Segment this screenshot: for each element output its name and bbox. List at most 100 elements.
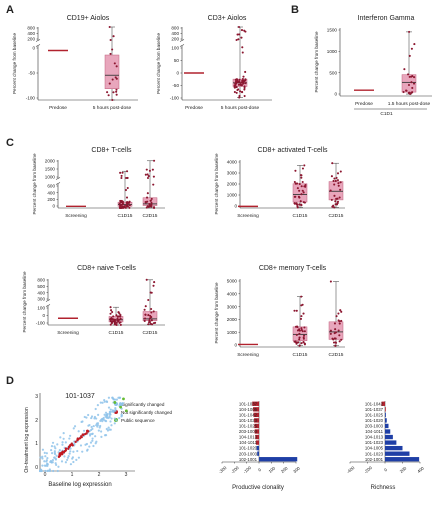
data-point [128, 204, 131, 207]
data-point [115, 93, 118, 96]
scatter-point-significant [41, 455, 44, 458]
data-point [334, 344, 337, 347]
data-point [303, 334, 306, 337]
scatter-point-significant [91, 439, 94, 442]
data-point [410, 81, 413, 84]
data-point [120, 174, 123, 177]
scatter-point-significant [94, 435, 97, 438]
y-tick-label: 500 [37, 284, 45, 289]
data-point [118, 202, 121, 205]
y-tick-label: 300 [37, 297, 45, 302]
scatter-point-significant [108, 428, 111, 431]
data-point [333, 194, 336, 197]
scatter-point-significant [105, 416, 109, 419]
data-point [294, 340, 297, 343]
data-point [111, 98, 114, 102]
scatter-point-significant [95, 417, 98, 420]
data-point [301, 303, 304, 306]
x-tick-2: 2 [98, 472, 101, 478]
y-tick-label: 400 [37, 290, 45, 295]
scatter-point-significant [66, 456, 70, 459]
data-point [125, 196, 129, 199]
scatter-point-significant [46, 457, 49, 460]
scatter-point-significant [121, 402, 124, 406]
data-point [151, 168, 154, 171]
y-tick-label: -100 [36, 321, 46, 326]
scatter-point-significant [72, 460, 75, 464]
y-tick-3: 3 [35, 394, 38, 400]
y-axis-label: On-treatment log expression [24, 407, 30, 473]
data-point [153, 281, 156, 284]
scatter-point-significant [64, 441, 67, 444]
data-point [150, 197, 153, 200]
scatter-point-significant [110, 417, 113, 420]
bar-category-label: 104-1005 [365, 446, 384, 451]
x-axis-label: Productive clonality [232, 485, 284, 491]
y-tick-label: 0 [234, 204, 237, 209]
data-point [296, 205, 299, 208]
scatter-point-significant [86, 448, 89, 451]
scatter-point-significant [96, 422, 100, 425]
data-point [336, 179, 339, 182]
scatter-point-significant [85, 416, 88, 419]
y-tick-label: 0 [234, 343, 237, 348]
scatter-point-significant [77, 430, 80, 433]
bar [385, 434, 393, 440]
data-point [123, 206, 126, 209]
data-point [112, 91, 115, 94]
data-point [238, 96, 241, 99]
scatter-point-significant [53, 452, 57, 456]
scatter-point-significant [100, 430, 103, 433]
chart-title: CD8+ memory T-cells [259, 265, 327, 272]
x-tick-label: 0 [383, 467, 389, 473]
scatter-point-significant [51, 441, 55, 444]
data-point [334, 200, 337, 203]
scatter-point-not-significant [67, 447, 70, 450]
data-point [300, 185, 303, 188]
scatter-point-significant [97, 413, 100, 416]
scatter-point-significant [41, 448, 45, 451]
data-point [147, 321, 151, 324]
scatter-point-significant [104, 434, 108, 437]
y-tick-label: 2000 [227, 182, 238, 187]
data-point [339, 170, 342, 173]
data-point [143, 317, 147, 320]
scatter-point-significant [61, 441, 64, 444]
scatter-point-significant [55, 463, 58, 467]
bar-category-label: 101-1023 [365, 440, 384, 445]
data-point [111, 78, 114, 81]
scatter-point-significant [104, 420, 108, 423]
bar [254, 418, 259, 423]
y-tick-label: 400 [171, 31, 179, 36]
y-axis-label: Percent change from baseline [314, 31, 319, 92]
x-tick-label: 5 hours post-dose [221, 105, 260, 111]
bar-category-label: 101-1042 [365, 401, 384, 406]
data-point [240, 83, 243, 87]
data-point [109, 318, 112, 321]
data-point [300, 295, 303, 298]
data-point [111, 318, 114, 321]
y-tick-label: 3000 [227, 304, 238, 309]
data-point [147, 323, 150, 326]
scatter-point-significant [53, 445, 56, 448]
data-point [107, 94, 110, 97]
data-point [303, 330, 306, 333]
scatter-point-significant [73, 425, 77, 428]
data-point [334, 331, 338, 334]
data-point [335, 315, 338, 318]
scatter-point-significant [83, 415, 86, 419]
x-tick-label: Predose [49, 105, 67, 111]
scatter-point-significant [108, 416, 111, 419]
data-point [337, 329, 340, 332]
scatter-point-not-significant [58, 454, 62, 457]
data-point [408, 54, 411, 57]
x-tick-label: 100 [268, 465, 277, 474]
data-point [150, 316, 153, 319]
scatter-point-significant [40, 469, 43, 473]
scatter-point-public [122, 397, 125, 401]
data-point [335, 176, 338, 179]
data-point [408, 30, 411, 33]
data-point [244, 79, 247, 82]
data-point [111, 310, 114, 314]
data-point [148, 202, 151, 206]
